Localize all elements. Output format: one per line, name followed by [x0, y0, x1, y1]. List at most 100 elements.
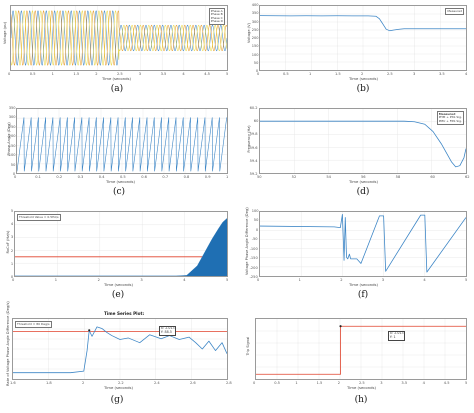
x-tick-label: 2 — [95, 72, 98, 76]
x-tick-label: 5 — [226, 72, 229, 76]
y-tick-label: 250 — [8, 124, 16, 129]
y-tick-label: 300 — [8, 115, 16, 120]
x-tick-label: 1.6 — [10, 381, 16, 385]
axis-label-y-e: RoCoF (Hz/s) — [6, 230, 10, 254]
chart-d: Measured PHM + PSS Sig. PMU + FRS Sig. — [259, 108, 467, 174]
chart-e: Threshold Value = 0.5Hz/s — [14, 211, 228, 277]
axis-label-y-g: Rate of Voltage Phase Angle Difference (… — [6, 301, 10, 386]
chart-c — [16, 108, 228, 174]
y-tick-label: 50 — [253, 60, 259, 65]
x-tick-label: 4 — [423, 278, 426, 282]
x-tick-label: 2.5 — [117, 72, 123, 76]
y-tick-label: 0 — [10, 275, 14, 279]
x-tick-label: 0.8 — [183, 175, 190, 179]
x-tick-label: 1 — [54, 278, 58, 282]
x-tick-label: 1 — [295, 381, 298, 385]
x-tick-label: 0 — [253, 381, 256, 385]
x-tick-label: 1.5 — [335, 72, 341, 76]
x-tick-label: 4 — [182, 72, 185, 76]
x-tick-label: 0.1 — [35, 175, 41, 179]
y-tick-label: 300 — [251, 19, 259, 24]
x-tick-label: 4.5 — [443, 381, 450, 385]
x-tick-label: 1.5 — [73, 72, 80, 76]
series-line-phase-angle — [17, 117, 227, 172]
y-tick-label: -250 — [249, 275, 258, 279]
legend-entry: Threshold = 80 Deg/s — [17, 321, 50, 326]
y-tick-label: 59.2 — [249, 172, 258, 176]
y-tick-label: 100 — [251, 209, 259, 213]
legend-entry: Phase D — [210, 19, 223, 24]
x-tick-label: 0 — [8, 72, 11, 76]
chart-f-svg — [260, 212, 466, 276]
y-tick-label: 350 — [8, 106, 16, 110]
axis-label-y-a: Voltage (pu) — [3, 22, 7, 44]
x-tick-label: 3 — [138, 72, 142, 76]
caption-f: (f) — [357, 290, 369, 300]
y-tick-label: 400 — [251, 3, 259, 7]
legend-g: Threshold = 80 Deg/s — [15, 321, 52, 328]
series-line-phase-2 — [11, 10, 227, 66]
y-tick-label: 150 — [251, 44, 259, 49]
y-tick-label: 350 — [251, 11, 259, 16]
x-tick-label: 2.2 — [118, 381, 124, 385]
y-tick-label: 200 — [8, 134, 16, 139]
y-tick-label: 3 — [10, 235, 14, 240]
x-tick-label: 0 — [257, 72, 260, 76]
y-tick-label: 59.8 — [249, 132, 258, 137]
datatip-marker — [88, 329, 91, 332]
axis-label-x-d: Time (seconds) — [349, 179, 378, 184]
datatip-x: X: 2.013 — [389, 331, 404, 336]
x-tick-label: 5 — [226, 278, 229, 282]
axis-label-y-f: Voltage Phase Angle Difference (Deg) — [245, 207, 249, 275]
chart-b: Measured — [259, 5, 467, 71]
series-area-rocof — [15, 218, 227, 276]
x-tick-label: 3 — [380, 381, 383, 385]
x-tick-label: 2.8 — [226, 381, 232, 385]
panel-h: Trip Signal X: 2.013 Y: 1 0 0.5 1 1.5 2 2.5 3 3… — [237, 309, 474, 413]
x-tick-label: 58 — [395, 175, 401, 179]
series-line-phase-1 — [11, 10, 227, 66]
x-tick-label: 4 — [422, 381, 425, 385]
panel-f: Voltage Phase Angle Difference (Deg) 0 1 2… — [237, 206, 474, 309]
x-tick-label: 3.5 — [401, 381, 408, 385]
y-tick-label: 1 — [10, 261, 14, 266]
y-tick-label: 50 — [10, 162, 16, 167]
x-tick-label: 5 — [465, 278, 468, 282]
x-tick-label: 0 — [257, 278, 260, 282]
x-tick-label: 1 — [226, 175, 229, 179]
x-tick-label: 50 — [257, 175, 262, 179]
x-tick-label: 0.5 — [274, 381, 280, 385]
y-tick-label: -50 — [251, 237, 258, 242]
panel-c: Phase Angle (Deg) 0 0.1 0.2 0.3 0.4 0.5 0.6 0.7… — [0, 103, 237, 206]
x-tick-label: 1.8 — [46, 381, 52, 385]
legend-entry: Measured — [447, 8, 462, 13]
legend-entry: Phase C — [210, 15, 223, 20]
x-tick-label: 1 — [51, 72, 54, 76]
x-tick-label: 0.4 — [98, 175, 105, 179]
y-tick-label: 5 — [10, 209, 14, 213]
axis-label-x-a: Time (seconds) — [102, 76, 131, 81]
y-tick-label: 2 — [10, 248, 14, 253]
caption-g: (g) — [110, 395, 124, 405]
x-tick-label: 0.5 — [283, 72, 289, 76]
x-tick-label: 3 — [381, 278, 385, 282]
legend-entry: Threshold Value = 0.5Hz/s — [19, 214, 59, 219]
chart-title-g: Time Series Plot: — [104, 311, 145, 316]
y-tick-label: 0 — [12, 172, 16, 176]
x-tick-label: 0.5 — [29, 72, 36, 76]
legend-d: Measured PHM + PSS Sig. PMU + FRS Sig. — [436, 111, 464, 125]
x-tick-label: 0.2 — [56, 175, 63, 179]
chart-h-svg — [256, 319, 466, 379]
series-line-angle-difference — [260, 213, 466, 273]
chart-b-svg — [260, 6, 466, 70]
y-tick-label: 250 — [251, 27, 259, 32]
y-tick-label: 0 — [255, 69, 259, 73]
series-line-voltage — [260, 15, 466, 32]
caption-d: (d) — [356, 187, 370, 197]
x-tick-label: 2 — [97, 278, 100, 282]
y-tick-label: 59.4 — [249, 158, 258, 163]
x-tick-label: 2 — [337, 381, 341, 385]
chart-a-svg — [11, 6, 227, 70]
legend-entry: Phase B — [210, 12, 223, 17]
datatip-x: X: 2.013 — [160, 326, 175, 331]
